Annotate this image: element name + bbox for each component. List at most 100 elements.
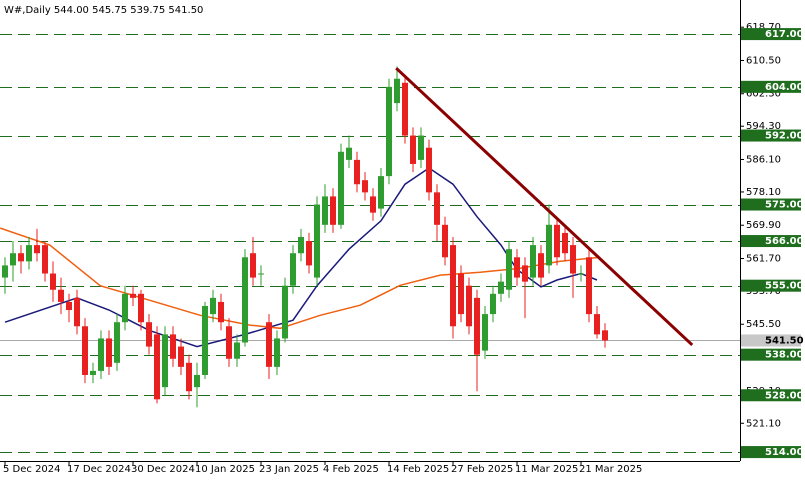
y-tick-label: 610.50 [746,55,781,66]
candle-body [370,196,376,213]
candle-body [578,273,584,275]
x-tick-label: 5 Dec 2024 [3,464,61,475]
candle-body [474,297,480,355]
candle-body [378,176,384,209]
candle-body [594,314,600,335]
candle-body [66,301,72,311]
candle-body [106,338,112,367]
candle-body [274,338,280,367]
candle-body [186,362,192,392]
level-label-box [741,80,801,93]
candle-body [170,334,176,359]
level-label-box [741,129,801,142]
y-tick-label: 569.90 [746,220,781,231]
candle-body [242,257,248,343]
candle-body [514,257,520,278]
candle-body [530,245,536,278]
candle-body [74,297,80,327]
candle-body [394,78,400,104]
candle-body [506,249,512,290]
candle-body [410,135,416,164]
level-label: 604.00 [765,82,804,93]
current-price-box [741,334,801,347]
candle-body [482,314,488,351]
y-tick-label: 586.10 [746,154,781,165]
candle-body [290,253,296,286]
candle-body [538,253,544,278]
candle-body [178,346,184,367]
level-label: 617.00 [765,29,804,40]
candle-body [354,159,360,185]
level-label-box [741,28,801,41]
y-tick-label: 594.30 [746,121,781,132]
candle-body [562,232,568,254]
candle-body [250,253,256,278]
candle-body [26,245,32,262]
candle-body [154,334,160,400]
candle-body [434,192,440,225]
y-tick-label: 578.10 [746,187,781,198]
candle-body [498,281,504,294]
candle-body [210,297,216,315]
x-tick-label: 30 Dec 2024 [131,464,195,475]
candle-body [34,245,40,254]
x-tick-label: 21 Mar 2025 [579,464,642,475]
candle-body [314,204,320,278]
level-label: 592.00 [765,131,804,142]
x-tick-label: 23 Jan 2025 [259,464,319,475]
candle-body [522,265,528,282]
current-price-label: 541.50 [765,335,804,346]
candle-body [90,370,96,375]
candle-body [258,273,264,275]
candle-body [298,236,304,254]
candle-body [386,86,392,177]
candle-body [282,285,288,339]
candle-body [266,322,272,367]
x-tick-label: 27 Feb 2025 [451,464,513,475]
candle-body [82,326,88,375]
level-label: 555.00 [765,281,804,292]
y-tick-label: 602.30 [746,89,781,100]
candle-body [138,293,144,323]
x-tick-label: 14 Feb 2025 [387,464,449,475]
level-label-box [741,348,801,361]
trendline [395,67,694,347]
x-tick-label: 17 Dec 2024 [67,464,131,475]
candle-body [546,224,552,266]
candle-body [122,293,128,323]
candle-body [10,253,16,266]
candle-body [602,330,608,341]
candle-body [362,180,368,193]
candle-body [466,285,472,327]
candle-body [234,342,240,359]
candle-body [402,82,408,136]
candle-body [330,196,336,225]
candle-body [202,305,208,375]
candle-body [2,265,8,278]
y-tick-label: 521.10 [746,418,781,429]
candle-body [58,289,64,302]
candle-body [346,147,352,160]
candle-body [42,245,48,274]
y-tick-label: 561.70 [746,254,781,265]
candle-body [490,293,496,315]
candle-body [194,374,200,388]
x-tick-label: 11 Mar 2025 [515,464,578,475]
candle-body [50,273,56,290]
candle-body [458,273,464,315]
candle-body [98,338,104,371]
level-label-box [741,279,801,292]
candle-body [218,301,224,323]
candle-body [442,224,448,258]
candle-body [322,196,328,225]
x-tick-label: 4 Feb 2025 [323,464,379,475]
x-tick-label: 10 Jan 2025 [195,464,255,475]
level-label-box [741,198,801,211]
candle-body [146,322,152,347]
level-label-box [741,446,801,459]
candle-body [426,147,432,193]
candle-body [306,241,312,266]
level-label: 566.00 [765,236,804,247]
level-label: 538.00 [765,350,804,361]
